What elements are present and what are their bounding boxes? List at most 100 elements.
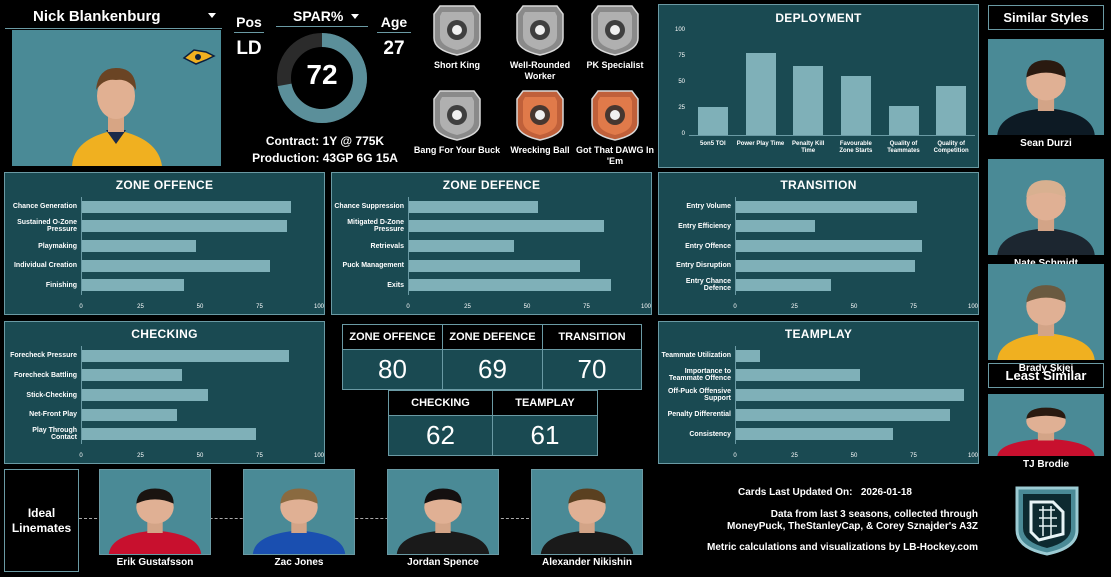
badge-label: PK Specialist <box>586 60 644 70</box>
y-tick-label: 100 <box>674 27 685 33</box>
spar-label: SPAR% <box>293 8 344 24</box>
badge: Short King <box>415 4 499 84</box>
badge: Well-Rounded Worker <box>498 4 582 84</box>
zone-offence-title: ZONE OFFENCE <box>115 178 214 192</box>
crown-person-icon <box>432 4 482 56</box>
x-tick-label: 100 <box>967 304 978 310</box>
x-tick-label: Power Play Time <box>736 141 785 147</box>
chevron-down-icon[interactable] <box>208 13 216 18</box>
ideal-linemates-label: Ideal Linemates <box>11 505 72 535</box>
y-tick-label: Finishing <box>45 281 77 289</box>
checking-bar <box>82 369 182 382</box>
x-tick-label: 100 <box>967 453 978 459</box>
similar-player-name: Brady Skjei <box>1018 363 1074 374</box>
y-axis-line <box>408 197 409 295</box>
zone-defence-bar <box>409 200 538 213</box>
linemate-name: Erik Gustafsson <box>116 557 194 568</box>
y-tick-label: Entry Offence <box>685 242 731 250</box>
score-zone-defence: ZONE DEFENCE 69 <box>443 325 543 389</box>
player-headshot-image <box>988 39 1104 135</box>
x-tick-label: 100 <box>313 453 324 459</box>
transition-bar <box>736 220 815 233</box>
spar-dropdown[interactable]: SPAR% <box>276 5 368 27</box>
least-similar-player-card[interactable]: TJ Brodie <box>988 394 1104 474</box>
production-value: 43GP 6G 15A <box>322 151 398 165</box>
data-source-line2: MoneyPuck, TheStanleyCap, & Corey Sznajd… <box>727 521 978 532</box>
y-axis-line <box>81 197 82 295</box>
zone-defence-bar <box>409 259 581 272</box>
checking-title: CHECKING <box>131 327 198 341</box>
contract-label: Contract: <box>265 134 320 148</box>
teamplay-panel: TEAMPLAY Teammate Utilization Importance … <box>658 321 979 464</box>
linemate-card[interactable]: Erik Gustafsson <box>99 469 211 573</box>
y-tick-label: Consistency <box>689 430 731 438</box>
production-line: Production: 43GP 6G 15A <box>225 151 425 165</box>
y-tick-label: Stick-Checking <box>26 391 77 399</box>
player-headshot-image <box>988 394 1104 456</box>
x-tick-label: Favourable Zone Starts <box>839 141 873 154</box>
y-axis-line <box>735 346 736 444</box>
x-tick-label: 75 <box>256 453 263 459</box>
zone-defence-bar <box>409 220 605 233</box>
similar-player-card[interactable]: Sean Durzi <box>988 39 1104 151</box>
y-tick-label: Penalty Differential <box>667 411 731 419</box>
y-tick-label: 0 <box>681 131 685 137</box>
similar-player-card[interactable]: Nate Schmidt <box>988 159 1104 271</box>
badge-label: Short King <box>434 60 480 70</box>
badge: PK Specialist <box>573 4 657 84</box>
player-name-dropdown[interactable]: Nick Blankenburg <box>5 5 222 29</box>
transition-bar <box>736 240 922 252</box>
checking-bar <box>82 349 290 362</box>
x-tick-label: 50 <box>196 304 204 310</box>
transition-title: TRANSITION <box>780 178 857 192</box>
player-headshot-image <box>387 469 499 555</box>
zone-defence-panel: ZONE DEFENCE Chance Suppression Mitigated… <box>331 172 652 315</box>
linemate-name: Jordan Spence <box>407 557 479 568</box>
deployment-bar <box>840 75 871 135</box>
shield-minus-icon <box>590 4 640 56</box>
deployment-bar <box>888 105 919 135</box>
linemate-card[interactable]: Alexander Nikishin <box>531 469 643 573</box>
y-tick-label: Puck Management <box>342 262 404 270</box>
checking-panel: CHECKING Forecheck Pressure Forecheck Bat… <box>4 321 325 464</box>
teamplay-bar <box>736 389 965 401</box>
wrecking-ball-icon <box>515 89 565 141</box>
linemate-card[interactable]: Jordan Spence <box>387 469 499 573</box>
linemate-card[interactable]: Zac Jones <box>243 469 355 573</box>
badge-label: Well-Rounded Worker <box>509 60 571 81</box>
x-tick-label: 100 <box>313 304 324 310</box>
transition-bar <box>736 279 832 292</box>
similar-player-card[interactable]: Brady Skjei <box>988 264 1104 376</box>
x-tick-label: 75 <box>910 304 917 310</box>
last-updated-value: 2026-01-18 <box>860 487 912 498</box>
chevron-down-icon[interactable] <box>351 14 359 19</box>
zone-defence-bar <box>409 279 612 292</box>
score-teamplay: TEAMPLAY 61 <box>493 391 597 455</box>
similar-styles-title: Similar Styles <box>988 5 1104 30</box>
x-tick-label: 50 <box>196 453 204 459</box>
score-table-top: ZONE OFFENCE 80 ZONE DEFENCE 69 TRANSITI… <box>342 324 642 390</box>
y-axis-line <box>81 346 82 444</box>
x-tick-label: 0 <box>79 453 83 459</box>
teamplay-bar <box>736 349 760 362</box>
x-tick-label: 75 <box>256 304 263 310</box>
last-updated: Cards Last Updated On: 2026-01-18 <box>660 487 990 498</box>
linemate-name: Zac Jones <box>274 557 324 568</box>
zone-defence-title: ZONE DEFENCE <box>442 178 541 192</box>
similar-player-name: Nate Schmidt <box>988 258 1104 269</box>
y-tick-label: Retrievals <box>370 242 404 250</box>
contract-line: Contract: 1Y @ 775K <box>225 134 425 148</box>
player-headshot-image <box>988 159 1104 255</box>
pos-label: Pos <box>234 14 264 33</box>
y-tick-label: Entry Volume <box>686 203 731 211</box>
least-similar-title: Least Similar <box>988 363 1104 388</box>
age-value: 27 <box>383 38 405 59</box>
score-checking-label: CHECKING <box>389 391 492 416</box>
score-teamplay-label: TEAMPLAY <box>493 391 597 416</box>
checking-bar <box>82 408 178 421</box>
teamplay-title: TEAMPLAY <box>784 327 853 341</box>
x-tick-label: 50 <box>850 304 858 310</box>
y-tick-label: Playmaking <box>38 242 77 250</box>
player-headshot-image <box>99 469 211 555</box>
y-tick-label: Entry Chance Defence <box>685 278 731 293</box>
